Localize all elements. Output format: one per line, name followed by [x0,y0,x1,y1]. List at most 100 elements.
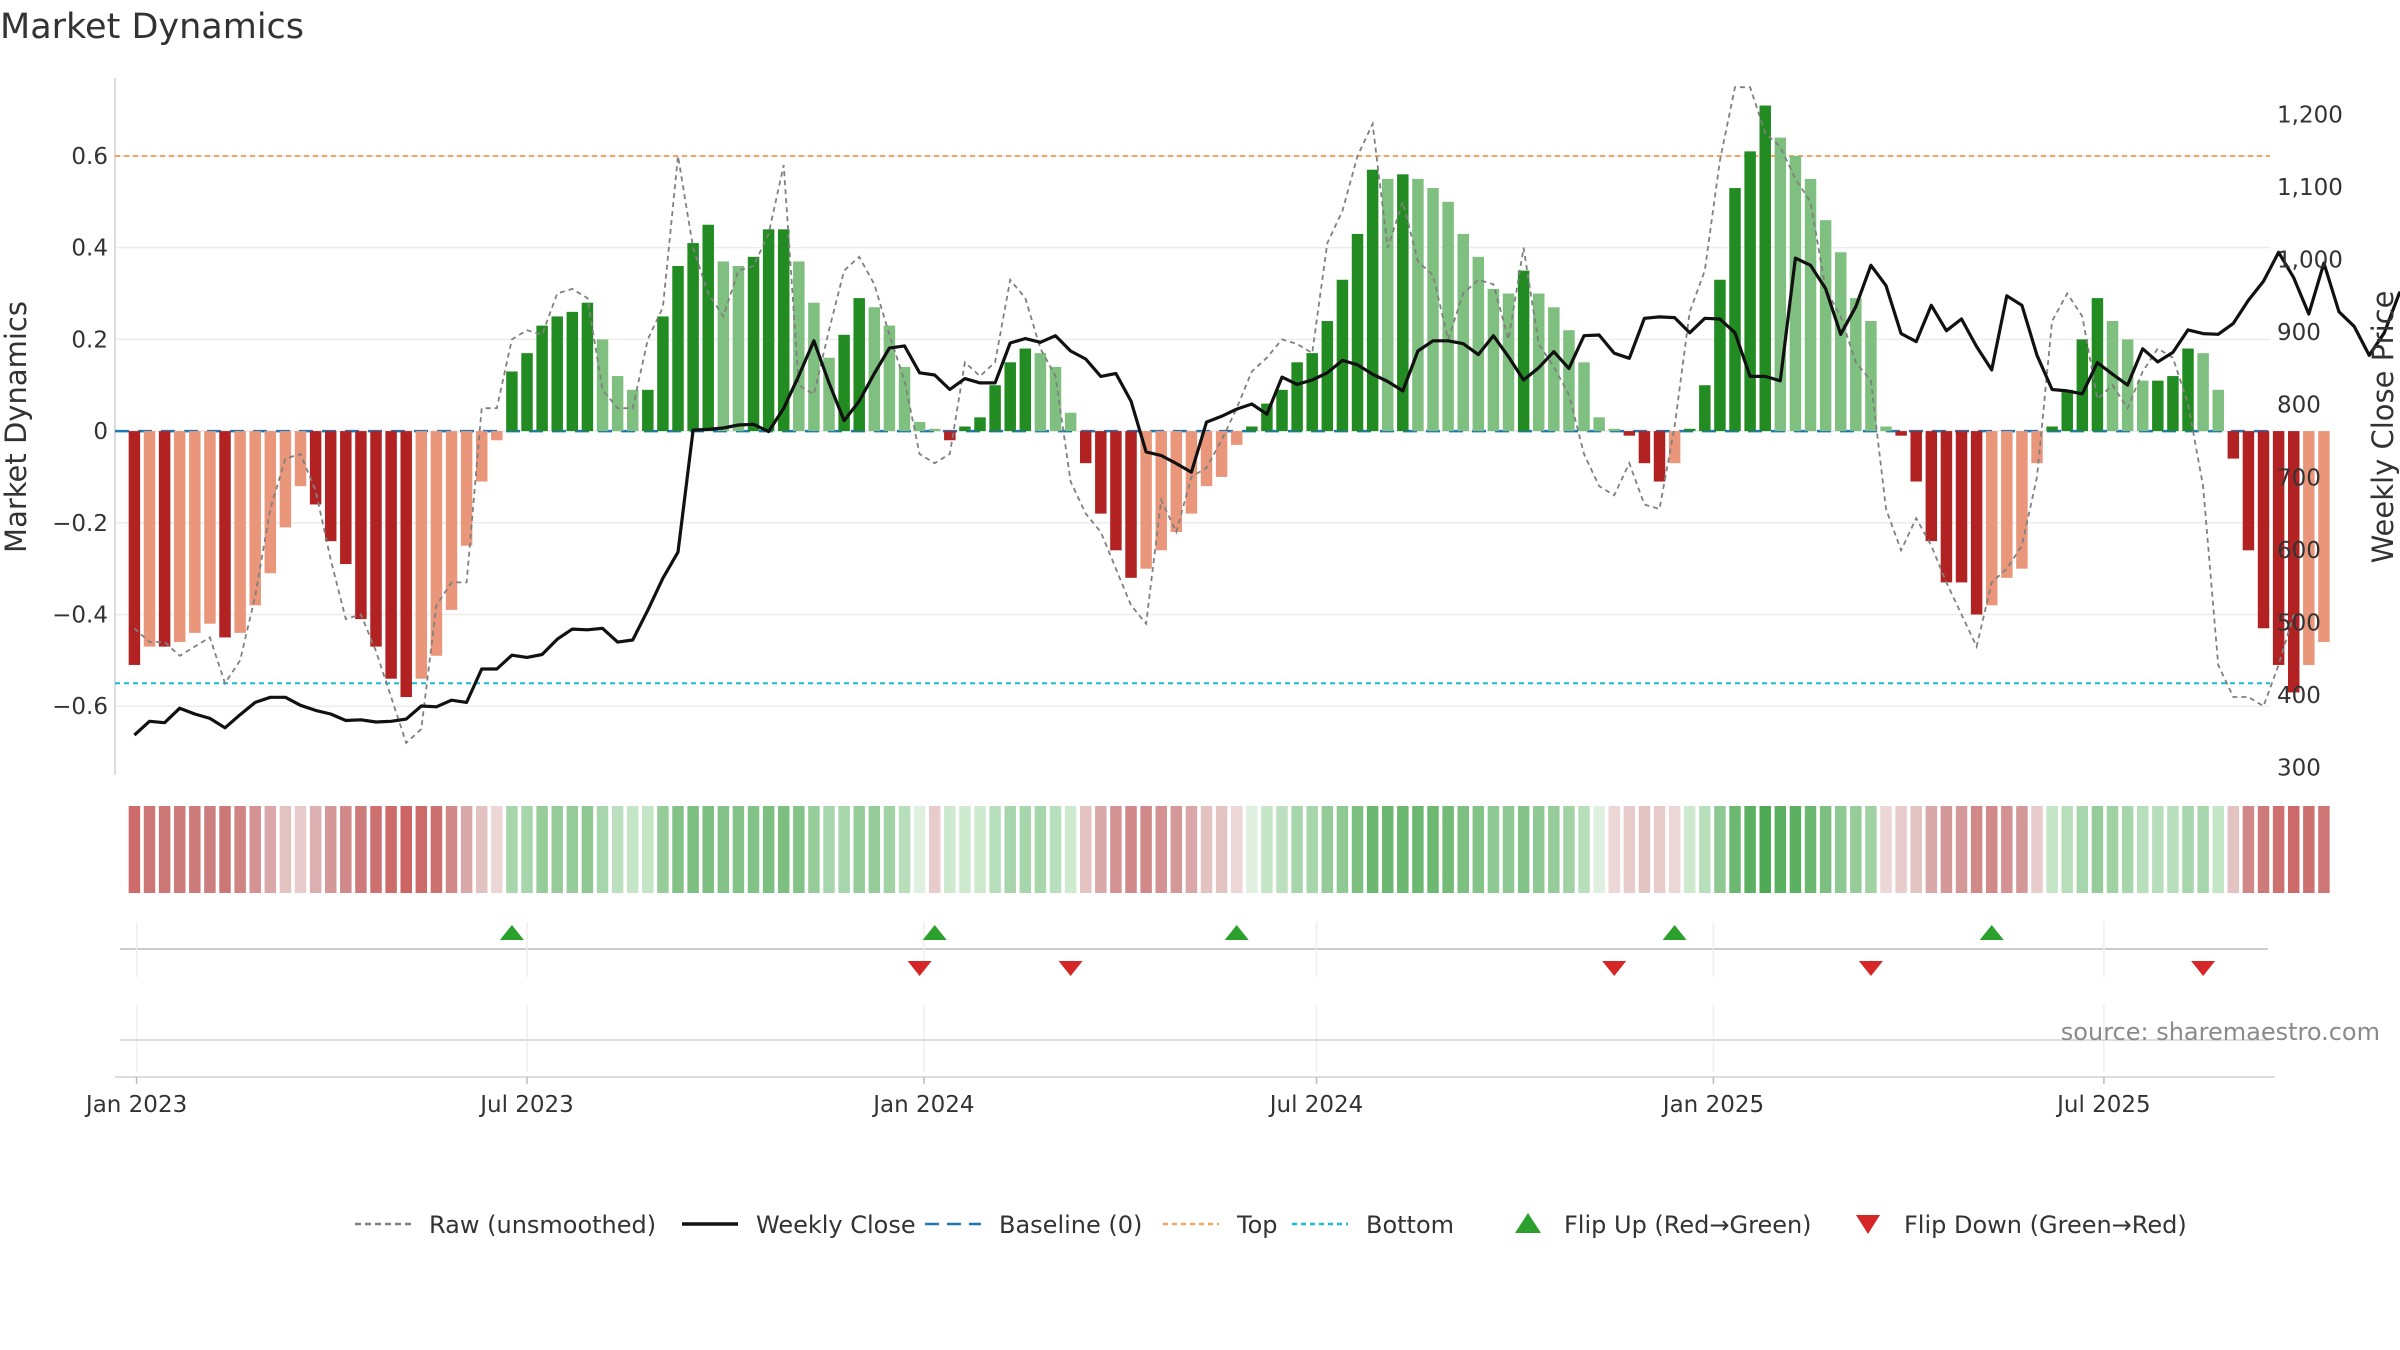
dynamics-bar [324,431,337,542]
dynamics-bar [1774,137,1787,432]
dynamics-bar [1095,431,1107,514]
strip-cell [581,806,594,893]
dynamics-bar [234,431,246,633]
x-tick-label: Jan 2025 [1661,1092,1764,1118]
strip-cell [1457,806,1469,893]
dynamics-bar [264,431,277,574]
strip-cell [264,806,277,893]
dynamics-bar [355,431,367,620]
legend-label: Weekly Close [756,1211,916,1239]
strip-cell [1185,806,1198,893]
dynamics-bar [747,256,760,432]
dynamics-bar [1804,178,1817,432]
strip-cell [868,806,881,893]
dynamics-bar [687,243,699,432]
dynamics-bar [1759,105,1771,432]
legend-item: Baseline (0) [925,1211,1142,1239]
dynamics-bar [370,431,382,647]
y2-tick-label: 500 [2277,611,2321,637]
strip-cell [1215,806,1228,893]
dynamics-bar [883,325,896,432]
dynamics-bar [1638,431,1651,464]
dynamics-bar [2197,353,2209,432]
strip-cell [1064,806,1077,893]
dynamics-bar [1291,362,1303,432]
right-axis-ticks: 1,200 1,100 1,000 900 800 700 600 500 400 300 [2277,102,2343,781]
dynamics-bar [1472,256,1485,432]
dynamics-bar [1140,431,1152,569]
strip-cell [1850,806,1862,893]
legend-item: Raw (unsmoothed) [355,1211,656,1239]
strip-cell [1276,806,1288,893]
dynamics-bar [1985,431,1998,606]
flip-down-marker [1058,961,1083,976]
y-tick-label: −0.2 [52,511,108,537]
dynamics-bar [1155,431,1167,551]
dynamics-bar [1895,431,1907,436]
dynamics-bar [626,389,639,432]
strip-cell [506,806,518,893]
strip-cell [596,806,609,893]
y2-tick-label: 1,200 [2277,102,2343,128]
dynamics-bar [928,428,941,432]
strip-cell [747,806,760,893]
strip-cell [2227,806,2240,893]
strip-cell [1910,806,1922,893]
strip-cell [853,806,865,893]
x-tick-label: Jan 2024 [871,1092,974,1118]
strip-cell [2318,806,2330,893]
strip-cell [1397,806,1409,893]
y2-tick-label: 300 [2277,756,2321,782]
dynamics-bar [158,431,171,647]
dynamics-bar [642,389,654,432]
strip-cell [460,806,473,893]
strip-cell [355,806,367,893]
strip-cell [2303,806,2315,893]
strip-cell [898,806,911,893]
dynamics-bar [1819,220,1832,432]
legend: Raw (unsmoothed) Weekly Close Baseline (0)… [355,1211,2187,1239]
dynamics-bar [536,325,548,432]
strip-cell [2121,806,2134,893]
legend-item: Flip Down (Green→Red) [1856,1211,2187,1239]
dynamics-bar [1865,321,1877,432]
strip-cell [445,806,458,893]
dynamics-bar [2318,431,2330,643]
dynamics-bar [521,353,533,432]
flip-down-marker [907,961,932,976]
strip-cell [838,806,850,893]
dynamics-bar [1487,288,1500,432]
strip-cell [2197,806,2209,893]
dynamics-bar [1230,431,1243,445]
dynamics-bar [566,311,579,432]
y-tick-label: 0.2 [71,327,108,353]
strip-cell [1578,806,1590,893]
dynamics-bar [2287,431,2300,693]
dynamics-bar [1502,293,1515,432]
flip-up-marker [1224,925,1249,940]
source-label: source: sharemaestro.com [2061,1018,2380,1046]
strip-cell [1865,806,1877,893]
dynamics-bar [611,376,624,432]
dynamics-bar [959,426,971,432]
strip-cell [732,806,745,893]
strip-cell [793,806,805,893]
strip-cell [883,806,896,893]
strip-cell [1366,806,1379,893]
strip-cell [1125,806,1137,893]
dynamics-bar [2016,431,2028,569]
strip-cell [385,806,397,893]
dynamics-bar [1880,426,1892,432]
strip-cell [1744,806,1756,893]
dynamics-bar [1246,426,1258,432]
dynamics-bar [249,431,261,606]
dynamics-bar [1049,366,1062,432]
strip-cell [928,806,941,893]
dynamics-bar [1850,298,1862,432]
strip-cell [2076,806,2089,893]
strip-cell [702,806,714,893]
strip-cell [415,806,428,893]
strip-cell [959,806,971,893]
dynamics-bar [1261,403,1273,432]
